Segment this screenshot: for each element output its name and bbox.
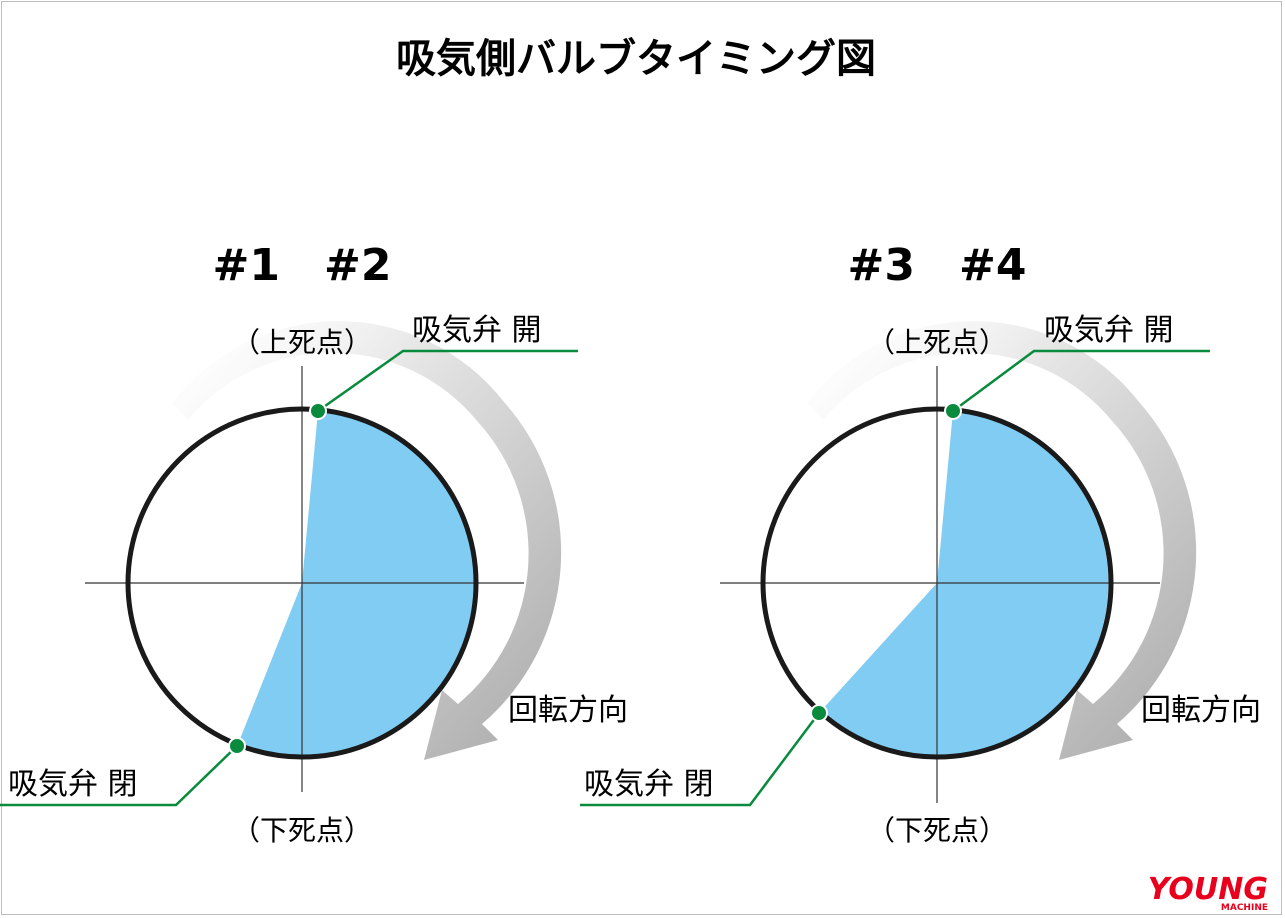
intake-open-sector	[238, 411, 475, 757]
open-point-dot	[309, 402, 327, 420]
close-point-dot	[228, 737, 246, 755]
valve-open-label: 吸気弁 開	[412, 313, 542, 348]
valve-open-label: 吸気弁 開	[1044, 313, 1174, 348]
close-leader-line	[0, 745, 238, 807]
young-machine-logo: YOUNG MACHINE	[1148, 872, 1268, 913]
cylinder-label: #3 #4	[848, 240, 1027, 291]
bdc-label: （下死点）	[232, 814, 372, 847]
tdc-label: （上死点）	[867, 326, 1007, 359]
open-point-dot	[944, 402, 962, 420]
valve-close-label: 吸気弁 閉	[584, 767, 714, 802]
rotation-label: 回転方向	[1141, 693, 1261, 728]
rotation-label: 回転方向	[508, 693, 628, 728]
page-title: 吸気側バルブタイミング図	[396, 36, 876, 82]
open-leader-line	[952, 349, 1210, 413]
close-point-dot	[810, 704, 828, 722]
rotation-arrow	[807, 321, 1197, 760]
crank-circle	[760, 406, 1114, 760]
bdc-label: （下死点）	[867, 814, 1007, 847]
valve-close-label: 吸気弁 閉	[8, 767, 138, 802]
diagram-cyl-1-2: #1 #2 （上死点） （下死点） 吸気弁 開 吸気弁 閉 回転方向	[0, 240, 628, 847]
rotation-arrow	[172, 321, 562, 760]
cylinder-label: #1 #2	[213, 240, 392, 291]
logo-sub-text: MACHINE	[1221, 903, 1268, 913]
tdc-label: （上死点）	[232, 326, 372, 359]
close-leader-line	[580, 712, 820, 807]
logo-main-text: YOUNG	[1148, 872, 1268, 907]
open-leader-line	[317, 349, 578, 413]
crank-circle	[125, 406, 479, 760]
diagram-cyl-3-4: #3 #4 （上死点） （下死点） 吸気弁 開 吸気弁 閉 回転方向	[580, 240, 1261, 847]
